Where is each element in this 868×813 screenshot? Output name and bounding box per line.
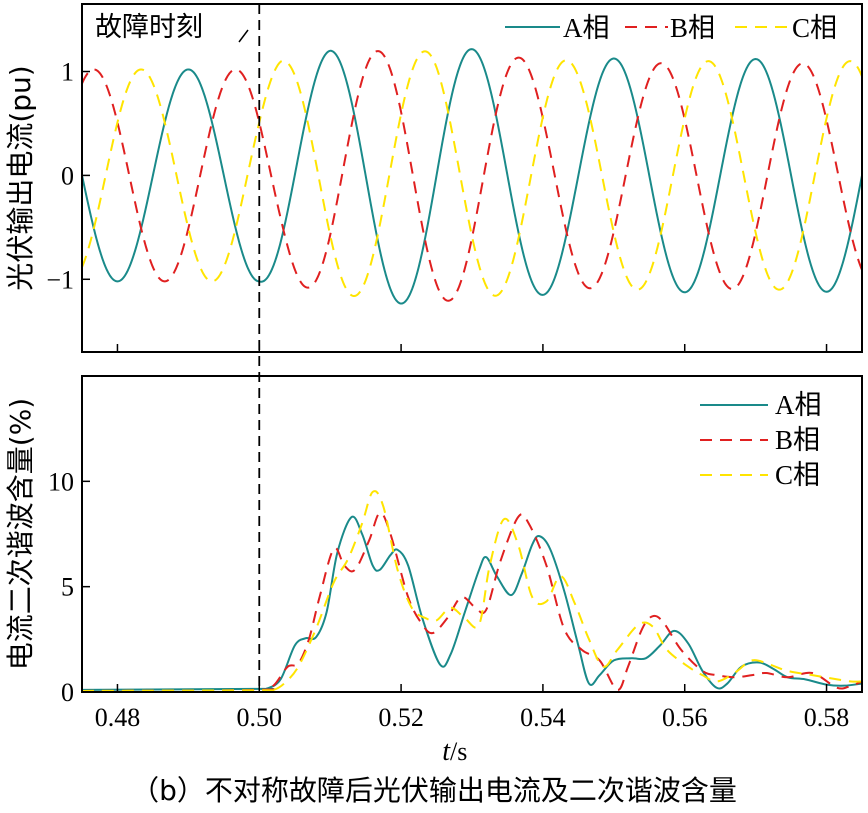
x-tick-label: 0.50 (237, 703, 283, 732)
current-plot-frame (81, 3, 863, 353)
current-axis-ticks: −1 0 1 (46, 58, 828, 352)
figure-caption: （b）不对称故障后光伏输出电流及二次谐波含量 (131, 774, 737, 807)
legend-label-c: C相 (775, 460, 820, 490)
x-axis-label-symbol: t (442, 736, 451, 767)
harmonic-series-b (82, 511, 862, 692)
legend-label-a: A相 (775, 390, 822, 420)
current-series-b (82, 50, 862, 302)
y-tick-label: 10 (48, 467, 74, 496)
harmonic-axis-ticks: 0.48 0.50 0.52 0.54 0.56 0.58 0 5 10 (48, 467, 849, 732)
y-tick-label: 5 (61, 573, 74, 602)
x-tick-label: 0.58 (804, 703, 850, 732)
harmonic-series-a (82, 515, 862, 691)
y-tick-label: −1 (46, 265, 74, 294)
y-tick-label: 0 (61, 678, 74, 707)
harmonic-curves (82, 490, 862, 692)
harmonic-legend: A相 B相 C相 (700, 390, 822, 490)
x-axis-label-unit: /s (450, 737, 467, 766)
current-curves (82, 48, 862, 305)
harmonic-y-axis-label: 电流二次谐波含量(%) (4, 398, 37, 670)
y-tick-label: 0 (61, 161, 74, 190)
legend-label-c: C相 (792, 13, 837, 43)
current-panel: −1 0 1 光伏输出电流(pu) 故障时刻 A相 B相 C相 (4, 3, 863, 353)
legend-label-a: A相 (563, 13, 610, 43)
x-tick-label: 0.52 (378, 703, 424, 732)
current-y-axis-label: 光伏输出电流(pu) (4, 65, 37, 290)
legend-label-b: B相 (670, 13, 715, 43)
fault-annotation-pointer (238, 29, 249, 43)
harmonic-plot-frame (81, 375, 863, 693)
fault-time-annotation: 故障时刻 (95, 12, 203, 43)
x-tick-label: 0.48 (95, 703, 141, 732)
y-tick-label: 1 (61, 58, 74, 87)
x-tick-label: 0.54 (520, 703, 566, 732)
x-tick-label: 0.56 (662, 703, 708, 732)
current-series-c (82, 50, 862, 298)
legend-label-b: B相 (775, 425, 820, 455)
current-legend: A相 B相 C相 (505, 13, 837, 43)
harmonic-panel: 0.48 0.50 0.52 0.54 0.56 0.58 0 5 10 电流二次谐波含量(%)… (4, 375, 863, 732)
